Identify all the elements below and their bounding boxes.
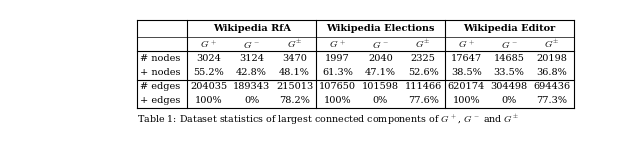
Text: $G^-$: $G^-$	[500, 39, 518, 50]
Text: $G^+$: $G^+$	[200, 38, 217, 50]
Text: 52.6%: 52.6%	[408, 68, 438, 77]
Text: 100%: 100%	[324, 96, 351, 105]
Text: 107650: 107650	[319, 82, 356, 91]
Text: 14685: 14685	[493, 54, 525, 63]
Text: 694436: 694436	[534, 82, 571, 91]
Text: 55.2%: 55.2%	[193, 68, 224, 77]
Text: $G^{\pm}$: $G^{\pm}$	[415, 38, 431, 50]
Text: 61.3%: 61.3%	[322, 68, 353, 77]
Text: 100%: 100%	[195, 96, 223, 105]
Text: $G^-$: $G^-$	[243, 39, 260, 50]
Text: Wikipedia RfA: Wikipedia RfA	[212, 24, 291, 33]
Text: Wikipedia Editor: Wikipedia Editor	[463, 24, 556, 33]
Text: $G^{\pm}$: $G^{\pm}$	[287, 38, 302, 50]
Text: Table 1: Dataset statistics of largest connected components of $G^+$, $G^-$ and : Table 1: Dataset statistics of largest c…	[137, 113, 519, 127]
Text: 20198: 20198	[536, 54, 568, 63]
Text: 215013: 215013	[276, 82, 313, 91]
Text: + nodes: + nodes	[140, 68, 180, 77]
Text: 100%: 100%	[452, 96, 480, 105]
Text: 0%: 0%	[502, 96, 516, 105]
Text: 3124: 3124	[239, 54, 264, 63]
Text: 620174: 620174	[447, 82, 485, 91]
Text: # nodes: # nodes	[140, 54, 180, 63]
Text: 17647: 17647	[451, 54, 482, 63]
Text: 42.8%: 42.8%	[236, 68, 267, 77]
Text: 3470: 3470	[282, 54, 307, 63]
Text: 304498: 304498	[491, 82, 528, 91]
Text: 3024: 3024	[196, 54, 221, 63]
Text: 0%: 0%	[372, 96, 388, 105]
Text: 38.5%: 38.5%	[451, 68, 481, 77]
Text: # edges: # edges	[140, 82, 180, 91]
Text: 33.5%: 33.5%	[493, 68, 525, 77]
Text: 36.8%: 36.8%	[537, 68, 568, 77]
Text: 1997: 1997	[325, 54, 350, 63]
Text: 2040: 2040	[368, 54, 393, 63]
Text: 0%: 0%	[244, 96, 259, 105]
Text: 111466: 111466	[404, 82, 442, 91]
Text: 189343: 189343	[233, 82, 270, 91]
Text: $G^{\pm}$: $G^{\pm}$	[544, 38, 560, 50]
Text: 48.1%: 48.1%	[279, 68, 310, 77]
Text: + edges: + edges	[140, 96, 180, 105]
Text: 47.1%: 47.1%	[365, 68, 396, 77]
Text: $G^+$: $G^+$	[458, 38, 475, 50]
Text: 204035: 204035	[190, 82, 227, 91]
Text: 77.6%: 77.6%	[408, 96, 439, 105]
Text: Wikipedia Elections: Wikipedia Elections	[326, 24, 435, 33]
Text: 77.3%: 77.3%	[536, 96, 568, 105]
Text: $G^+$: $G^+$	[329, 38, 346, 50]
Text: 78.2%: 78.2%	[279, 96, 310, 105]
Text: 101598: 101598	[362, 82, 399, 91]
Text: $G^-$: $G^-$	[372, 39, 388, 50]
Text: 2325: 2325	[411, 54, 436, 63]
